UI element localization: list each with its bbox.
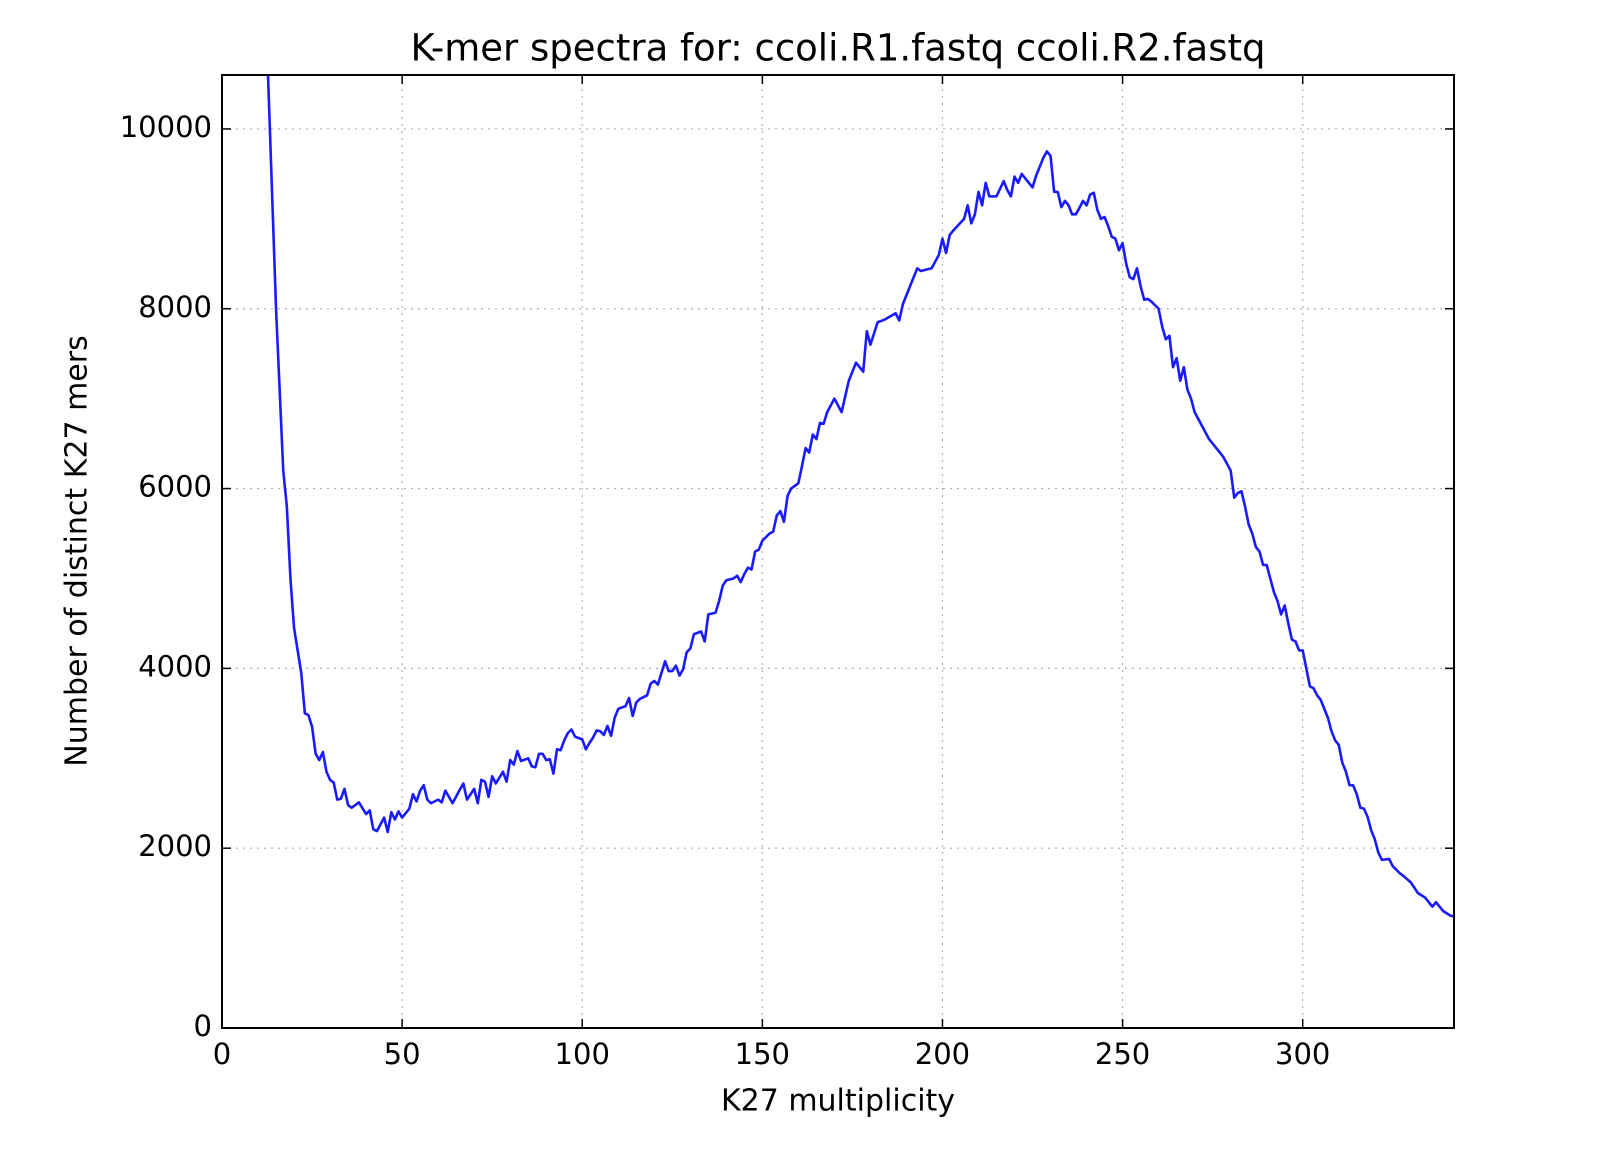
y-tick-label: 0 — [194, 1009, 212, 1043]
data-line — [266, 75, 1454, 918]
y-tick-label: 8000 — [138, 290, 212, 324]
y-axis-label: Number of distinct K27 mers — [60, 335, 95, 766]
x-tick-label: 300 — [1275, 1037, 1330, 1071]
plot-frame — [221, 74, 1455, 1029]
y-tick-label: 6000 — [138, 470, 212, 504]
x-axis-label: K27 multiplicity — [721, 1084, 955, 1119]
y-tick-label: 10000 — [120, 110, 212, 144]
x-tick-label: 200 — [915, 1037, 970, 1071]
x-tick-label: 250 — [1095, 1037, 1150, 1071]
x-tick-label: 150 — [735, 1037, 790, 1071]
x-tick-label: 100 — [555, 1037, 610, 1071]
y-tick-label: 2000 — [138, 829, 212, 863]
y-tick-label: 4000 — [138, 649, 212, 683]
chart-title: K-mer spectra for: ccoli.R1.fastq ccoli.… — [411, 27, 1266, 70]
x-tick-label: 0 — [213, 1037, 231, 1071]
x-tick-label: 50 — [384, 1037, 421, 1071]
